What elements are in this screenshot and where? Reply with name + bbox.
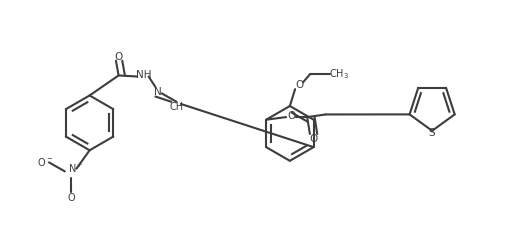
Text: CH$_3$: CH$_3$ [329, 67, 349, 81]
Text: N$^+$: N$^+$ [67, 162, 83, 175]
Text: CH: CH [170, 102, 183, 112]
Text: O$^-$: O$^-$ [37, 156, 53, 168]
Text: S: S [429, 128, 435, 138]
Text: NH: NH [135, 70, 151, 80]
Text: O: O [309, 134, 318, 144]
Text: O: O [296, 80, 304, 90]
Text: N: N [154, 87, 161, 97]
Text: O: O [67, 193, 75, 203]
Text: O: O [287, 111, 296, 121]
Text: O: O [114, 52, 123, 62]
